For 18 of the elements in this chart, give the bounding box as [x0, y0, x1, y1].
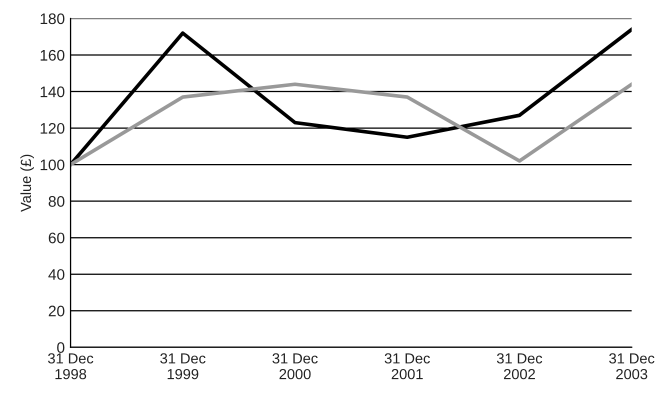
y-tick-label: 140 [40, 86, 64, 98]
y-tick-label: 20 [48, 306, 64, 316]
y-tick-label: 120 [40, 122, 64, 134]
y-tick-label: 80 [48, 196, 64, 207]
x-tick-label: 31 Dec 2003 [609, 353, 654, 380]
x-tick-label: 31 Dec 1999 [160, 353, 206, 380]
y-tick-label: 160 [40, 50, 64, 61]
x-tick-label: 31 Dec 2001 [384, 353, 430, 380]
y-tick-label: 40 [48, 269, 64, 280]
line-series [70, 82, 632, 166]
x-tick-label: 31 Dec 2002 [496, 353, 542, 380]
y-tick-label: 100 [40, 159, 64, 170]
x-tick-label: 31 Dec 1998 [48, 353, 94, 380]
x-tick-label: 31 Dec 2000 [272, 353, 318, 380]
y-tick-label: 0 [57, 342, 64, 353]
y-tick-label: 180 [40, 13, 64, 24]
y-tick-label: 60 [48, 232, 64, 244]
y-axis-title: Value (£) [20, 154, 34, 212]
